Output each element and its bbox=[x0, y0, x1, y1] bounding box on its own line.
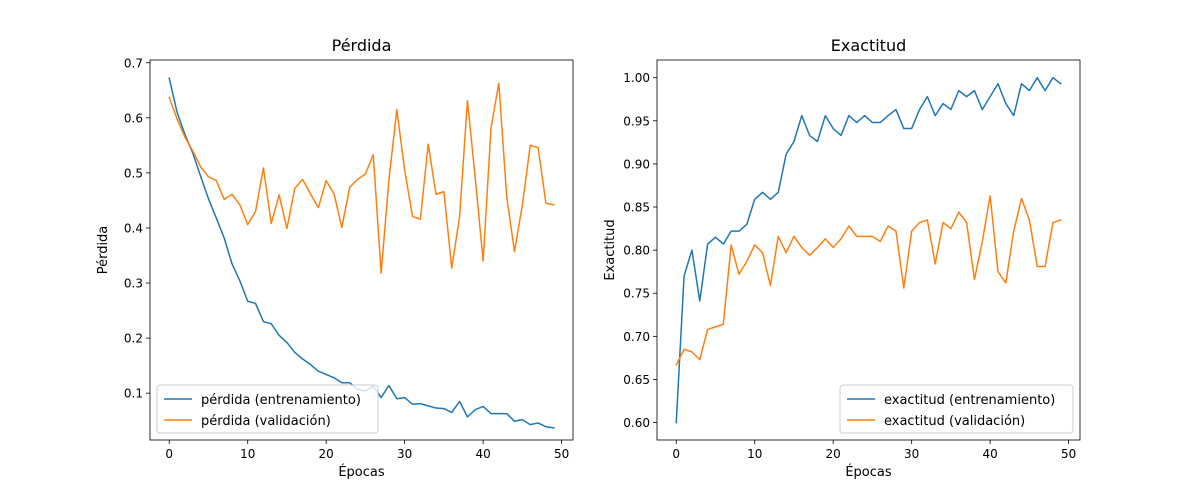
loss-chart-title: Pérdida bbox=[332, 36, 392, 55]
loss-series-line-validation bbox=[168, 82, 555, 274]
loss-y-tick-label: 0.6 bbox=[124, 111, 143, 125]
loss-legend: pérdida (entrenamiento) pérdida (validaci… bbox=[156, 384, 379, 434]
accuracy-series-lines bbox=[675, 76, 1062, 424]
accuracy-y-tick-label: 0.60 bbox=[623, 416, 650, 430]
loss-chart-panel: 0 10 20 30 40 50 0.1 0.2 0.3 0.4 0.5 0.6 0.7 Pérdida É… bbox=[96, 36, 574, 480]
accuracy-x-tick-label: 0 bbox=[672, 447, 680, 461]
accuracy-x-tick-label: 40 bbox=[983, 447, 998, 461]
accuracy-legend-label: exactitud (entrenamiento) bbox=[884, 393, 1055, 408]
loss-y-tick-label: 0.7 bbox=[124, 56, 143, 70]
accuracy-x-tick-label: 50 bbox=[1061, 447, 1076, 461]
loss-x-tick-label: 10 bbox=[240, 447, 255, 461]
loss-axes-frame bbox=[149, 59, 574, 441]
loss-x-tick-label: 50 bbox=[554, 447, 569, 461]
loss-y-tick-label: 0.4 bbox=[124, 221, 143, 235]
accuracy-y-tick-label: 0.70 bbox=[623, 330, 650, 344]
accuracy-y-tick-label: 0.80 bbox=[623, 244, 650, 258]
accuracy-x-tick-label: 10 bbox=[747, 447, 762, 461]
loss-x-axis-label: Épocas bbox=[338, 464, 385, 480]
loss-legend-label: pérdida (entrenamiento) bbox=[201, 393, 361, 408]
loss-y-tick-label: 0.1 bbox=[124, 387, 143, 401]
accuracy-y-tick-label: 0.85 bbox=[623, 201, 650, 215]
loss-x-tick-label: 0 bbox=[165, 447, 173, 461]
accuracy-series-line-training bbox=[675, 76, 1062, 424]
accuracy-legend-label: exactitud (validación) bbox=[884, 414, 1025, 429]
loss-y-tick-label: 0.5 bbox=[124, 166, 143, 180]
loss-x-tick-label: 40 bbox=[476, 447, 491, 461]
accuracy-x-tick-label: 30 bbox=[904, 447, 919, 461]
loss-y-axis-label: Pérdida bbox=[96, 226, 111, 275]
accuracy-series-line-validation bbox=[675, 195, 1062, 366]
accuracy-chart-panel: 0 10 20 30 40 50 0.60 0.65 0.70 0.75 0.80 0.85 0.90 0… bbox=[603, 36, 1081, 480]
accuracy-x-tick-label: 20 bbox=[826, 447, 841, 461]
loss-x-tick-label: 20 bbox=[319, 447, 334, 461]
accuracy-y-axis-label: Exactitud bbox=[603, 219, 618, 280]
accuracy-y-tick-label: 1.00 bbox=[623, 71, 650, 85]
accuracy-chart-title: Exactitud bbox=[831, 36, 906, 55]
accuracy-legend-box bbox=[839, 384, 1074, 434]
loss-y-tick-label: 0.2 bbox=[124, 332, 143, 346]
accuracy-x-axis-label: Épocas bbox=[845, 464, 892, 480]
accuracy-y-tick-label: 0.75 bbox=[623, 287, 650, 301]
accuracy-legend: exactitud (entrenamiento) exactitud (vali… bbox=[839, 384, 1074, 434]
loss-y-tick-label: 0.3 bbox=[124, 277, 143, 291]
loss-x-tick-label: 30 bbox=[397, 447, 412, 461]
accuracy-y-tick-label: 0.90 bbox=[623, 157, 650, 171]
loss-legend-label: pérdida (validación) bbox=[201, 414, 331, 429]
accuracy-y-tick-label: 0.65 bbox=[623, 373, 650, 387]
loss-legend-box bbox=[156, 384, 379, 434]
accuracy-y-tick-label: 0.95 bbox=[623, 114, 650, 128]
